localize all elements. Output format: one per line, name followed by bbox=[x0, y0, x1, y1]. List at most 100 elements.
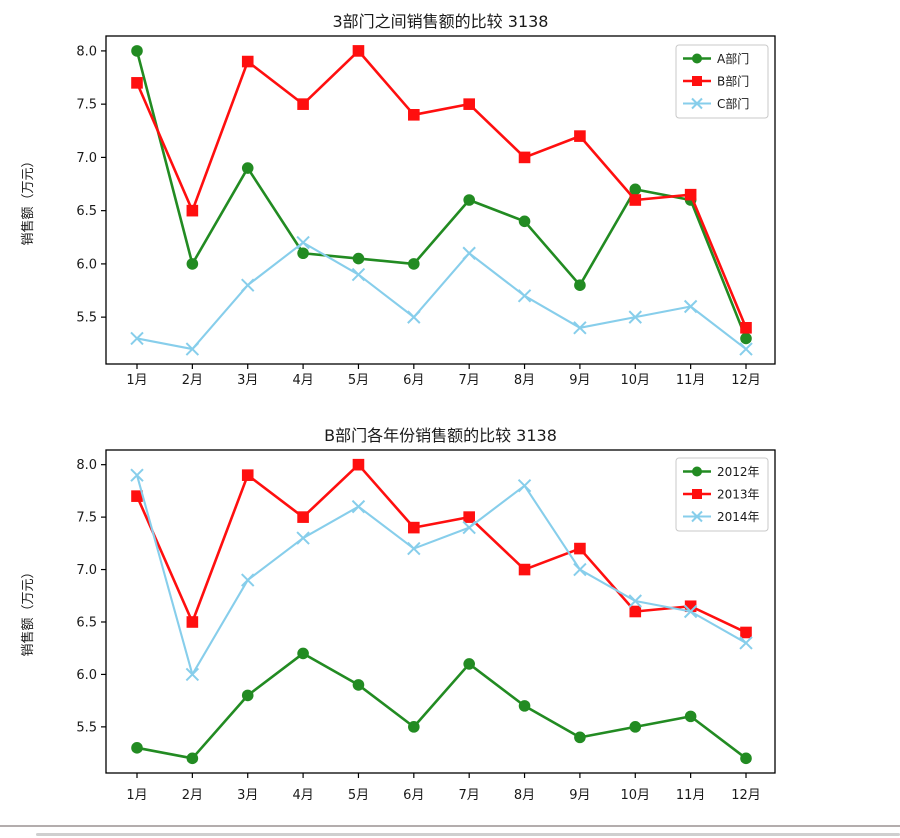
data-point-marker bbox=[351, 267, 366, 282]
data-point-marker bbox=[684, 710, 697, 723]
data-point-marker bbox=[518, 563, 531, 576]
series-line-2 bbox=[136, 241, 747, 351]
data-point-marker bbox=[692, 489, 702, 499]
x-tick-label: 4月 bbox=[292, 788, 313, 803]
x-tick-label: 2月 bbox=[182, 788, 203, 803]
data-point-marker bbox=[739, 342, 753, 356]
x-tick-label: 10月 bbox=[621, 788, 651, 803]
legend-box bbox=[675, 44, 769, 119]
data-point-marker bbox=[740, 332, 752, 345]
y-tick-label: 8.0 bbox=[76, 44, 97, 59]
data-point-marker bbox=[297, 98, 309, 110]
data-point-marker bbox=[692, 76, 702, 86]
x-tick-label: 11月 bbox=[676, 373, 706, 388]
data-point-marker bbox=[628, 594, 642, 608]
data-point-marker bbox=[185, 667, 200, 682]
data-point-marker bbox=[629, 194, 642, 206]
legend-label: 2014年 bbox=[717, 510, 760, 524]
data-point-marker bbox=[740, 752, 752, 765]
plot-border bbox=[105, 449, 776, 774]
legend-label: B部门 bbox=[717, 74, 749, 89]
data-point-marker bbox=[408, 521, 420, 534]
data-point-marker bbox=[463, 658, 475, 670]
data-point-marker bbox=[574, 279, 586, 291]
x-tick-label: 4月 bbox=[292, 373, 313, 388]
x-tick-label: 12月 bbox=[731, 788, 761, 803]
data-point-marker bbox=[131, 490, 143, 502]
data-point-marker bbox=[131, 77, 143, 89]
data-point-marker bbox=[574, 542, 586, 555]
data-point-marker bbox=[241, 162, 254, 174]
chart-title-years: B部门各年份销售额的比较 3138 bbox=[324, 426, 557, 445]
data-point-marker bbox=[131, 742, 143, 754]
horizontal-scrollbar[interactable] bbox=[36, 833, 900, 836]
chart-title-departments: 3部门之间销售额的比较 3138 bbox=[332, 12, 549, 31]
data-point-marker bbox=[462, 246, 476, 260]
data-point-marker bbox=[297, 247, 309, 260]
data-point-marker bbox=[408, 258, 420, 270]
y-tick-label: 6.0 bbox=[76, 668, 97, 683]
plot-border bbox=[105, 35, 776, 365]
data-point-marker bbox=[463, 98, 475, 110]
chart-0: 8.0 7.5 7.0 6.5 6.0 5.5 1月 2月 3月 4月 5月 6月 7月 8月 9月 10月 1… bbox=[76, 35, 776, 388]
data-point-marker bbox=[683, 604, 698, 619]
data-point-marker bbox=[186, 616, 199, 628]
data-point-marker bbox=[628, 310, 642, 324]
data-point-marker bbox=[351, 499, 366, 514]
data-point-marker bbox=[739, 636, 753, 650]
data-point-marker bbox=[407, 541, 421, 556]
legend: A部门 B部门 C部门 bbox=[675, 44, 769, 119]
data-point-marker bbox=[692, 53, 702, 64]
window-divider-line bbox=[0, 825, 900, 827]
data-point-marker bbox=[463, 194, 475, 206]
data-point-marker bbox=[131, 45, 143, 57]
data-point-marker bbox=[684, 600, 697, 613]
legend-label: A部门 bbox=[717, 51, 749, 66]
data-point-marker bbox=[185, 342, 200, 356]
data-point-marker bbox=[518, 215, 531, 228]
data-point-marker bbox=[629, 721, 642, 733]
data-point-marker bbox=[241, 278, 255, 292]
data-point-marker bbox=[629, 605, 642, 618]
x-tick-label: 2月 bbox=[182, 373, 203, 388]
x-tick-label: 5月 bbox=[348, 373, 369, 388]
chart-1: 8.0 7.5 7.0 6.5 6.0 5.5 1月 2月 3月 4月 5月 6月 7月 8月 9月 10月 1… bbox=[76, 449, 776, 803]
data-point-marker bbox=[352, 679, 365, 691]
data-point-marker bbox=[186, 204, 199, 217]
x-tick-label: 6月 bbox=[403, 373, 424, 388]
data-point-marker bbox=[517, 289, 532, 303]
x-tick-label: 7月 bbox=[459, 788, 480, 803]
data-point-marker bbox=[352, 45, 365, 57]
series-line-1 bbox=[135, 463, 747, 634]
legend-label: C部门 bbox=[717, 96, 749, 111]
x-tick-label: 1月 bbox=[126, 788, 147, 803]
data-point-marker bbox=[740, 626, 752, 639]
y-tick-label: 7.5 bbox=[76, 98, 97, 113]
y-tick-label: 5.5 bbox=[76, 720, 97, 735]
y-axis-label-bottom: 销售额（万元） bbox=[21, 565, 36, 657]
data-point-marker bbox=[241, 573, 255, 587]
data-point-marker bbox=[684, 188, 697, 201]
data-point-marker bbox=[130, 468, 144, 482]
legend-label: 2012年 bbox=[717, 465, 760, 479]
data-point-marker bbox=[574, 130, 586, 142]
data-point-marker bbox=[740, 321, 752, 334]
data-point-marker bbox=[573, 562, 587, 577]
data-point-marker bbox=[352, 458, 365, 471]
data-point-marker bbox=[518, 700, 531, 712]
legend: 2012年 2013年 2014年 bbox=[675, 457, 769, 532]
x-tick-label: 12月 bbox=[731, 373, 761, 388]
y-axis-label-top: 销售额（万元） bbox=[21, 154, 36, 246]
legend-label: 2013年 bbox=[717, 488, 760, 502]
series-line-1 bbox=[135, 49, 748, 329]
data-point-marker bbox=[408, 109, 420, 121]
data-point-marker bbox=[462, 520, 476, 535]
data-point-marker bbox=[629, 183, 642, 196]
y-tick-label: 6.5 bbox=[76, 204, 97, 219]
data-point-marker bbox=[408, 721, 420, 733]
y-tick-label: 8.0 bbox=[76, 458, 97, 473]
series-line-2 bbox=[135, 474, 747, 676]
series-line-0 bbox=[136, 652, 747, 760]
series-line-0 bbox=[135, 50, 748, 339]
